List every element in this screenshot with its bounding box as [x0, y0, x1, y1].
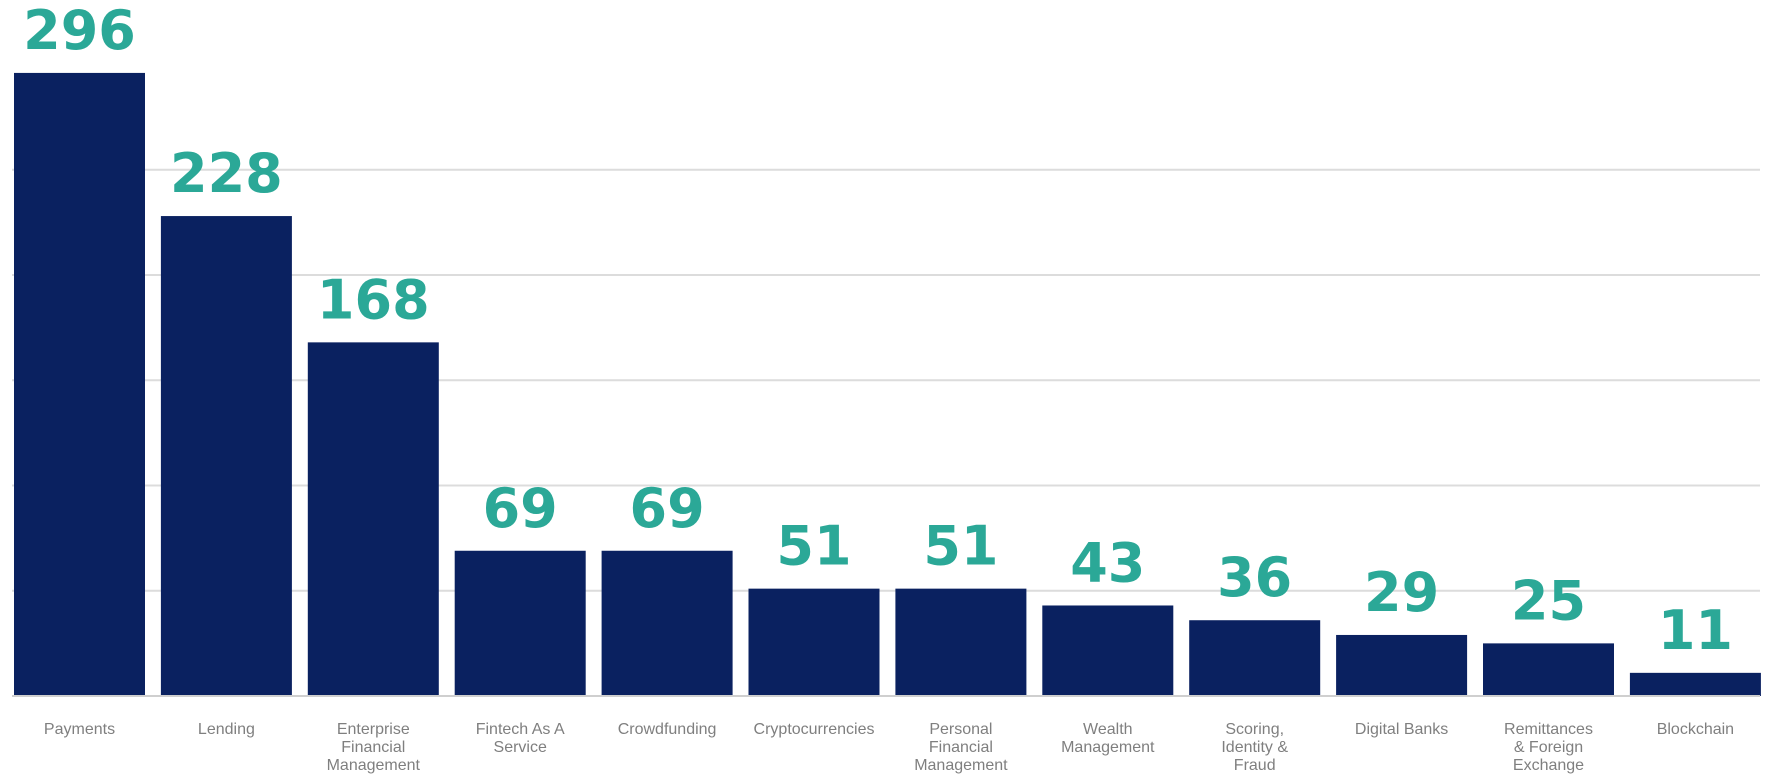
x-tick-label: Wealth Management — [1061, 721, 1155, 756]
data-label: 36 — [1217, 546, 1292, 609]
bar — [1629, 672, 1761, 696]
x-tick-label: Digital Banks — [1355, 721, 1448, 738]
value-labels: 296 228 168 69 69 51 51 43 36 29 25 11 — [23, 0, 1733, 662]
data-label: 29 — [1364, 561, 1439, 624]
x-tick-label: Blockchain — [1657, 721, 1734, 738]
data-label: 25 — [1511, 569, 1586, 632]
bar — [160, 216, 292, 696]
data-label: 168 — [317, 268, 430, 331]
data-label: 69 — [483, 477, 558, 540]
bar — [1189, 620, 1321, 696]
bar — [895, 588, 1027, 696]
x-tick-label: Remittances & Foreign Exchange — [1504, 721, 1593, 774]
data-label: 51 — [923, 515, 998, 578]
bar — [1336, 634, 1468, 696]
x-tick-label: Lending — [198, 721, 255, 738]
bar — [1483, 643, 1614, 696]
bar — [307, 342, 439, 696]
data-label: 11 — [1658, 599, 1733, 662]
x-tick-label: Personal Financial Management — [914, 721, 1008, 774]
x-tick-label: Cryptocurrencies — [754, 721, 875, 738]
x-tick-label: Payments — [44, 721, 115, 738]
data-label: 43 — [1070, 531, 1145, 594]
data-label: 51 — [776, 515, 851, 578]
data-label: 69 — [630, 477, 705, 540]
x-tick-label: Fintech As A Service — [476, 721, 565, 756]
x-tick-label: Crowdfunding — [618, 721, 717, 738]
gridlines — [12, 168, 1760, 592]
x-tick-label: Scoring, Identity & Fraud — [1221, 721, 1288, 774]
category-labels: Payments Lending Enterprise Financial Manage… — [44, 721, 1734, 774]
bar — [601, 550, 733, 696]
bars — [14, 72, 1761, 697]
data-label: 228 — [170, 142, 283, 205]
bar — [454, 550, 586, 696]
bar — [1042, 605, 1174, 696]
bar — [748, 588, 880, 696]
x-tick-label: Enterprise Financial Management — [327, 721, 421, 774]
data-label: 296 — [23, 0, 136, 62]
bar — [14, 72, 145, 697]
